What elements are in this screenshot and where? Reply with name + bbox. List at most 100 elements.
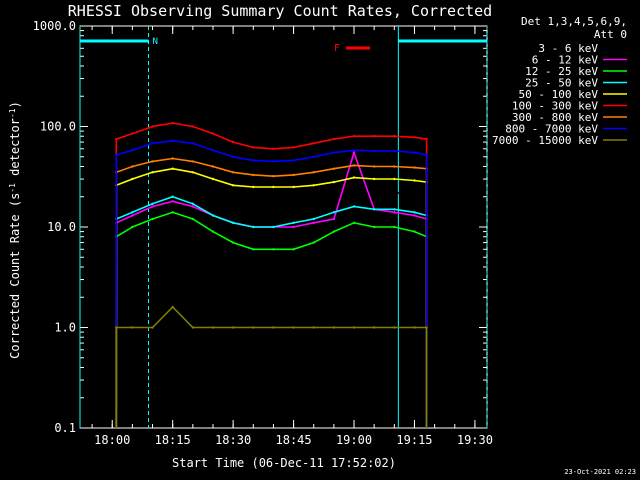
data-point [151, 202, 154, 205]
data-point [292, 225, 295, 229]
x-tick-label: 19:00 [336, 433, 372, 447]
data-point [171, 121, 174, 125]
data-point [171, 184, 174, 187]
data-point [231, 221, 235, 224]
data-point [272, 147, 275, 150]
data-point [332, 151, 336, 154]
data-point [191, 326, 194, 329]
data-point [352, 151, 356, 154]
x-tick-label: 18:30 [215, 433, 251, 447]
data-point [151, 142, 154, 145]
data-point [373, 189, 376, 192]
data-point [151, 217, 154, 221]
data-point [393, 225, 396, 229]
data-point [292, 221, 295, 224]
data-point [312, 184, 315, 187]
data-point [292, 185, 295, 189]
legend-item-label: 100 - 300 keV [512, 100, 598, 113]
data-point [292, 248, 295, 251]
legend-item-label: 7000 - 15000 keV [492, 134, 598, 147]
data-point [211, 177, 215, 181]
x-tick-label: 19:30 [457, 433, 493, 447]
data-point [413, 136, 416, 139]
data-point [332, 230, 336, 233]
data-point [171, 167, 174, 170]
data-point [151, 171, 154, 174]
data-point [425, 326, 428, 329]
data-point [191, 217, 194, 221]
data-point [393, 211, 396, 214]
legend-item-label: 6 - 12 keV [532, 54, 599, 67]
data-point [115, 326, 118, 329]
data-point [211, 230, 215, 233]
data-point [352, 221, 356, 224]
data-point [231, 241, 235, 244]
data-point [272, 225, 275, 229]
data-point [413, 214, 416, 217]
data-point [425, 153, 428, 157]
data-point [252, 173, 255, 177]
data-point [252, 326, 255, 329]
data-point [171, 200, 174, 203]
data-point [115, 137, 118, 141]
data-point [352, 149, 356, 152]
data-point [352, 187, 356, 190]
data-point [231, 184, 235, 187]
x-tick-label: 18:00 [94, 433, 130, 447]
data-point [131, 177, 134, 181]
data-point [373, 165, 376, 168]
data-point [151, 125, 154, 128]
x-axis-label: Start Time (06-Dec-11 17:52:02) [172, 456, 396, 470]
data-point [131, 326, 134, 329]
data-point [191, 142, 194, 145]
x-tick-label: 19:15 [396, 433, 432, 447]
data-point [151, 205, 154, 208]
data-point [252, 225, 255, 229]
data-point [211, 214, 215, 217]
data-point [312, 171, 315, 174]
data-point [312, 142, 315, 145]
plot-area: 1000.0 100.0 10.0 1.0 0.1 18:00 18:15 18:30 18:4… [33, 19, 493, 447]
data-point [292, 195, 295, 198]
night-flag-label: N [153, 37, 158, 47]
data-point [352, 164, 356, 167]
data-point [393, 149, 396, 153]
y-axis-label: Corrected Count Rate (s-1 detector-1) [8, 101, 22, 359]
data-point [272, 326, 275, 329]
data-point [191, 160, 194, 163]
data-point [292, 326, 295, 329]
flare-flag-label: F [334, 43, 340, 54]
data-point [131, 225, 134, 229]
data-point [332, 326, 336, 329]
legend-item-label: 50 - 100 keV [519, 88, 599, 101]
data-point [231, 195, 235, 198]
data-point [393, 326, 396, 329]
data-point [332, 180, 336, 184]
data-point [211, 149, 215, 152]
data-point [413, 230, 416, 233]
data-point [352, 326, 356, 329]
data-point [332, 211, 336, 214]
data-point [272, 175, 275, 178]
data-point [191, 125, 194, 128]
data-point [191, 202, 194, 205]
data-point [332, 191, 336, 194]
footer-date: 23-Oct-2021 02:23 [564, 468, 636, 476]
data-point [211, 326, 215, 329]
data-point [312, 217, 315, 221]
legend-item-label: 800 - 7000 keV [505, 123, 598, 136]
data-point [191, 205, 194, 208]
data-point [131, 149, 134, 152]
data-point [373, 326, 376, 329]
data-point [171, 139, 174, 142]
data-point [393, 135, 396, 138]
data-point [131, 211, 134, 214]
data-point [413, 151, 416, 154]
data-point [131, 132, 134, 135]
data-point [171, 195, 174, 198]
data-point [373, 208, 376, 211]
data-point [191, 185, 194, 189]
data-point [312, 241, 315, 244]
